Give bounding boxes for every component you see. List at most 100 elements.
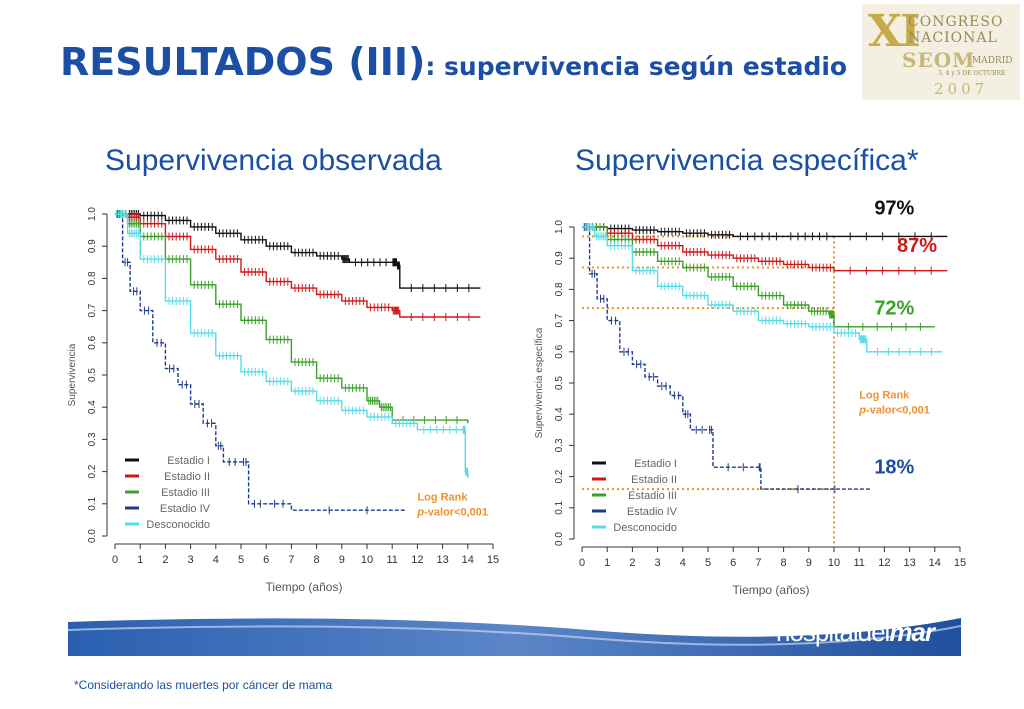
x-tick-label: 11 bbox=[386, 554, 397, 566]
y-tick-label: 0.3 bbox=[554, 438, 565, 452]
x-tick-label: 5 bbox=[705, 557, 711, 569]
logo-line1: CONGRESO bbox=[908, 14, 1004, 30]
logo-brand-sub: MADRID bbox=[972, 56, 1013, 66]
censor-marks bbox=[585, 223, 932, 275]
censor-marks bbox=[116, 210, 468, 476]
series-line bbox=[115, 213, 469, 478]
legend-label: Estadio II bbox=[631, 474, 677, 486]
logo-year: 2007 bbox=[934, 80, 989, 98]
series-line bbox=[115, 213, 481, 318]
x-tick-label: 4 bbox=[213, 554, 219, 566]
x-tick-label: 7 bbox=[288, 554, 294, 566]
series-line bbox=[115, 213, 481, 289]
censor-marks bbox=[116, 210, 458, 425]
percent-label: 97% bbox=[874, 198, 914, 220]
y-tick-label: 0.4 bbox=[554, 407, 565, 421]
slide-title-main: RESULTADOS (III) bbox=[60, 40, 426, 84]
x-tick-label: 9 bbox=[806, 557, 812, 569]
y-axis-label: Supervivencia bbox=[67, 343, 78, 406]
percent-label: 18% bbox=[874, 456, 914, 478]
panel-title-observed: Supervivencia observada bbox=[105, 144, 442, 177]
y-tick-label: 0.0 bbox=[554, 532, 565, 546]
censor-marks bbox=[116, 210, 470, 293]
x-tick-label: 6 bbox=[263, 554, 269, 566]
x-tick-label: 2 bbox=[629, 557, 635, 569]
hospital-brand-bold: mar bbox=[889, 617, 935, 647]
logrank-label: Log Rank bbox=[859, 390, 910, 402]
hospital-brand-light: hospitaldel bbox=[776, 617, 890, 647]
x-tick-label: 10 bbox=[828, 557, 840, 569]
censor-marks bbox=[584, 223, 836, 494]
logo-line2: NACIONAL bbox=[908, 30, 998, 46]
x-tick-label: 15 bbox=[954, 557, 966, 569]
x-tick-label: 6 bbox=[730, 557, 736, 569]
y-tick-label: 0.6 bbox=[554, 344, 565, 358]
x-tick-label: 0 bbox=[579, 557, 585, 569]
x-tick-label: 3 bbox=[655, 557, 661, 569]
censor-marks bbox=[583, 223, 933, 356]
x-tick-label: 8 bbox=[781, 557, 787, 569]
x-tick-label: 2 bbox=[162, 554, 168, 566]
y-tick-label: 0.2 bbox=[554, 469, 565, 483]
x-tick-label: 13 bbox=[903, 557, 915, 569]
x-axis-label: Tiempo (años) bbox=[733, 583, 810, 597]
x-tick-label: 14 bbox=[462, 554, 474, 566]
slide-title-sub: : supervivencia según estadio bbox=[425, 52, 848, 81]
y-tick-label: 0.2 bbox=[87, 464, 98, 478]
legend-label: Estadio IV bbox=[160, 503, 211, 515]
y-tick-label: 0.9 bbox=[554, 251, 565, 265]
legend-label: Estadio III bbox=[628, 490, 677, 502]
chart-svg: 0 1 2 3 4 5 6 7 8 9 10 11 12 13 14 150.00.10.20.30.40.5… bbox=[67, 207, 499, 594]
slide-title: RESULTADOS (III): supervivencia según es… bbox=[60, 40, 847, 84]
percent-label: 72% bbox=[874, 297, 914, 319]
hospital-brand: hospitaldelmar bbox=[776, 617, 935, 648]
legend-label: Estadio I bbox=[167, 455, 210, 467]
y-tick-label: 0.1 bbox=[554, 500, 565, 514]
chart-svg: 0 1 2 3 4 5 6 7 8 9 10 11 12 13 14 150.00.10.20.30.40.5… bbox=[534, 198, 966, 597]
y-tick-label: 0.5 bbox=[554, 376, 565, 390]
legend-label: Estadio IV bbox=[627, 506, 678, 518]
pvalue-label: p-valor<0,001 bbox=[416, 507, 488, 519]
series-line bbox=[582, 226, 872, 490]
censor-marks bbox=[585, 223, 932, 241]
percent-label: 87% bbox=[897, 235, 937, 257]
legend-label: Desconocido bbox=[146, 519, 210, 531]
y-tick-label: 0.7 bbox=[87, 303, 98, 317]
x-tick-label: 8 bbox=[314, 554, 320, 566]
x-tick-label: 1 bbox=[137, 554, 143, 566]
y-tick-label: 0.5 bbox=[87, 368, 98, 382]
logo-dates: 3, 4 y 5 DE OCTUBRE bbox=[938, 70, 1006, 77]
y-tick-label: 0.4 bbox=[87, 400, 98, 414]
y-tick-label: 0.0 bbox=[87, 529, 98, 543]
legend-label: Desconocido bbox=[613, 522, 677, 534]
y-tick-label: 0.9 bbox=[87, 239, 98, 253]
footer-band bbox=[68, 618, 961, 656]
x-tick-label: 5 bbox=[238, 554, 244, 566]
pvalue-label: p-valor<0,001 bbox=[858, 405, 930, 417]
x-tick-label: 12 bbox=[878, 557, 890, 569]
x-tick-label: 13 bbox=[436, 554, 448, 566]
x-tick-label: 1 bbox=[604, 557, 610, 569]
y-tick-label: 0.7 bbox=[554, 313, 565, 327]
x-tick-label: 11 bbox=[853, 557, 864, 569]
x-axis-label: Tiempo (años) bbox=[266, 580, 343, 594]
y-tick-label: 0.1 bbox=[87, 496, 98, 510]
legend-label: Estadio III bbox=[161, 487, 210, 499]
censor-marks bbox=[117, 210, 368, 515]
x-tick-label: 14 bbox=[929, 557, 941, 569]
series-line bbox=[115, 213, 469, 424]
legend-label: Estadio II bbox=[164, 471, 210, 483]
series-line bbox=[582, 226, 943, 353]
panel-title-specific: Supervivencia específica* bbox=[575, 144, 919, 177]
x-tick-label: 0 bbox=[112, 554, 118, 566]
x-tick-label: 7 bbox=[755, 557, 761, 569]
y-tick-label: 0.3 bbox=[87, 432, 98, 446]
y-tick-label: 1.0 bbox=[554, 220, 565, 234]
footnote: *Considerando las muertes por cáncer de … bbox=[74, 678, 333, 692]
x-tick-label: 12 bbox=[411, 554, 423, 566]
series-line bbox=[582, 226, 948, 238]
y-tick-label: 0.8 bbox=[87, 271, 98, 285]
series-line bbox=[115, 213, 405, 511]
chart-observed: 0 1 2 3 4 5 6 7 8 9 10 11 12 13 14 15 0.0 0.1 0.2 0.3 0.4 0.5… bbox=[60, 198, 510, 608]
x-tick-label: 4 bbox=[680, 557, 686, 569]
